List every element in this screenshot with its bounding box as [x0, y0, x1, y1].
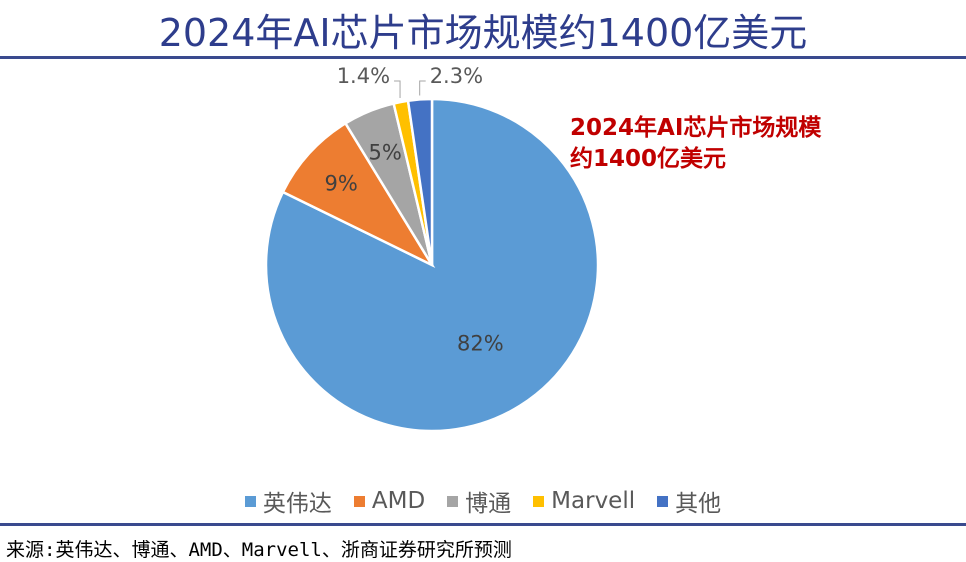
legend-label: 英伟达	[262, 491, 332, 517]
legend-divider	[0, 523, 966, 526]
pie-slice-0	[264, 97, 600, 433]
source-note: 来源:英伟达、博通、AMD、Marvell、浙商证券研究所预测	[6, 539, 512, 561]
chart-annotation: 2024年AI芯片市场规模约1400亿美元	[570, 115, 822, 172]
data-label: 9%	[325, 171, 358, 195]
legend-label: 博通	[465, 491, 512, 517]
legend-swatch	[244, 495, 256, 507]
legend-label: 其他	[675, 491, 722, 517]
data-label: 82%	[457, 331, 504, 355]
pie-slice-1	[281, 121, 436, 269]
legend-item: 博通	[447, 484, 511, 518]
title-divider	[0, 56, 966, 59]
leader-line	[419, 80, 426, 96]
data-label: 2.3%	[430, 64, 483, 88]
legend-swatch	[657, 495, 669, 507]
legend-swatch	[447, 495, 459, 507]
legend-swatch	[533, 495, 545, 507]
data-label: 1.4%	[337, 64, 390, 88]
legend-label: AMD	[371, 488, 426, 514]
pie-chart: 82% 9% 5% 1.4% 2.3%	[264, 64, 600, 433]
legend-item: Marvell	[533, 484, 635, 518]
leader-line	[394, 80, 401, 99]
pie-slice-4	[406, 97, 434, 266]
legend-swatch	[353, 495, 365, 507]
page-title: 2024年AI芯片市场规模约1400亿美元	[158, 11, 808, 55]
data-label: 5%	[369, 140, 402, 164]
legend: 英伟达 AMD 博通 Marvell 其他	[0, 484, 966, 518]
legend-item: 其他	[657, 484, 721, 518]
legend-label: Marvell	[551, 488, 636, 514]
legend-item: AMD	[353, 484, 426, 518]
legend-item: 英伟达	[244, 484, 332, 518]
